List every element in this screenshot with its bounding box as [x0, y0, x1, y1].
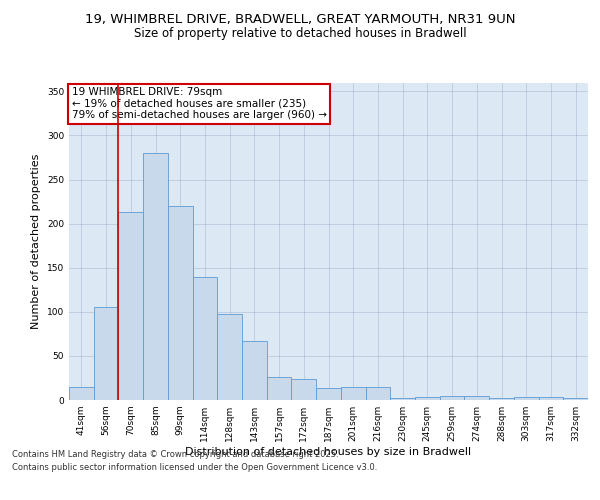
Bar	[217, 314, 242, 400]
Bar	[267, 377, 292, 400]
Bar	[242, 341, 267, 400]
Bar	[341, 387, 365, 400]
Bar	[69, 387, 94, 400]
Bar	[193, 278, 217, 400]
Text: Size of property relative to detached houses in Bradwell: Size of property relative to detached ho…	[134, 28, 466, 40]
Bar	[514, 398, 539, 400]
Bar	[440, 396, 464, 400]
Bar	[539, 398, 563, 400]
Bar	[168, 206, 193, 400]
Text: 19, WHIMBREL DRIVE, BRADWELL, GREAT YARMOUTH, NR31 9UN: 19, WHIMBREL DRIVE, BRADWELL, GREAT YARM…	[85, 12, 515, 26]
Y-axis label: Number of detached properties: Number of detached properties	[31, 154, 41, 329]
Bar	[415, 398, 440, 400]
Bar	[316, 388, 341, 400]
Text: Contains HM Land Registry data © Crown copyright and database right 2025.: Contains HM Land Registry data © Crown c…	[12, 450, 338, 459]
Bar	[118, 212, 143, 400]
Text: Contains public sector information licensed under the Open Government Licence v3: Contains public sector information licen…	[12, 462, 377, 471]
Bar	[292, 379, 316, 400]
Bar	[365, 387, 390, 400]
X-axis label: Distribution of detached houses by size in Bradwell: Distribution of detached houses by size …	[185, 447, 472, 457]
Bar	[464, 396, 489, 400]
Bar	[143, 153, 168, 400]
Bar	[390, 398, 415, 400]
Bar	[94, 308, 118, 400]
Bar	[563, 398, 588, 400]
Bar	[489, 398, 514, 400]
Text: 19 WHIMBREL DRIVE: 79sqm
← 19% of detached houses are smaller (235)
79% of semi-: 19 WHIMBREL DRIVE: 79sqm ← 19% of detach…	[71, 88, 326, 120]
